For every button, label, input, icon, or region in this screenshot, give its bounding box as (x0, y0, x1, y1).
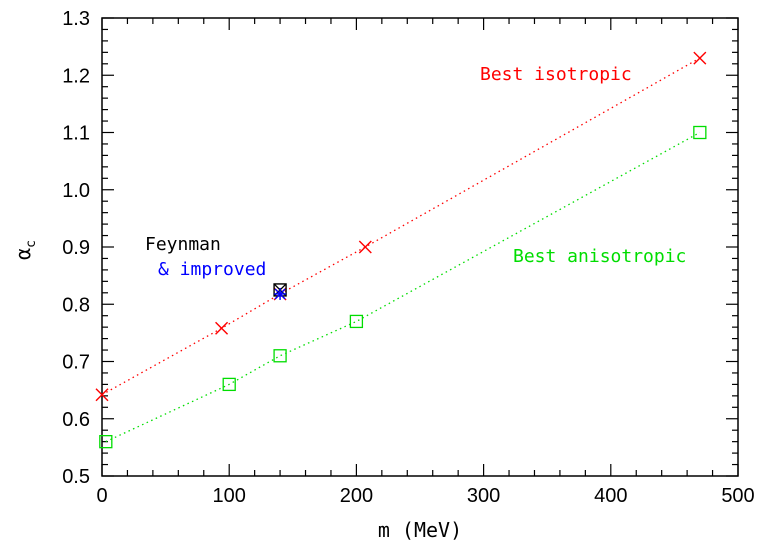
data-point (273, 349, 287, 363)
data-point (215, 321, 229, 335)
y-axis-label-sub: c (24, 240, 39, 248)
data-point (99, 434, 113, 449)
x-tick-label: 300 (467, 485, 500, 507)
y-tick-label: 0.8 (62, 294, 90, 316)
y-tick-label: 0.7 (62, 352, 90, 374)
svg-text:αc: αc (11, 240, 39, 260)
y-tick-label: 0.9 (62, 237, 90, 259)
annotation-best-isotropic: Best isotropic (480, 64, 632, 85)
data-point (349, 314, 364, 329)
tick-labels: 0 100 200 300 400 500 0.5 0.6 0.7 0.8 0.9 1.0 1.1 1.2… (62, 8, 755, 507)
annotation-improved: & improved (158, 259, 266, 280)
y-tick-label: 1.1 (62, 123, 90, 145)
x-axis-label: m (MeV) (378, 518, 462, 542)
annotation-feynman: Feynman (145, 234, 221, 255)
y-axis-label-main: α (11, 248, 35, 260)
series-lines (101, 57, 701, 443)
data-point (95, 388, 109, 402)
data-point (693, 51, 707, 65)
data-point (693, 125, 707, 140)
x-tick-label: 100 (213, 485, 246, 507)
annotation-best-anisotropic: Best anisotropic (513, 246, 686, 267)
y-tick-label: 0.6 (62, 409, 90, 431)
x-tick-label: 0 (96, 485, 107, 507)
series-line (101, 57, 701, 396)
y-tick-label: 1.3 (62, 8, 90, 30)
series-line (105, 131, 701, 443)
data-point (222, 377, 236, 392)
data-point (274, 287, 287, 300)
axis-ticks (101, 17, 739, 477)
data-markers (95, 51, 707, 449)
data-point (358, 240, 372, 254)
y-tick-label: 0.5 (62, 466, 90, 488)
x-tick-label: 400 (594, 485, 627, 507)
x-tick-label: 200 (340, 485, 373, 507)
x-tick-label: 500 (721, 485, 754, 507)
y-tick-label: 1.0 (62, 180, 90, 202)
y-axis-label: αc (11, 240, 39, 260)
y-tick-label: 1.2 (62, 65, 90, 87)
